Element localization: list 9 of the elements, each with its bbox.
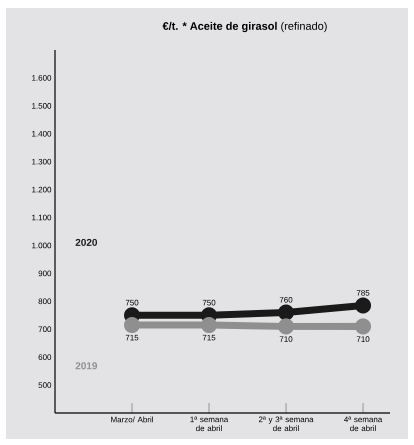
point [355, 318, 372, 334]
chart-title: €/t. * Aceite de girasol (refinado) [162, 22, 327, 32]
point [201, 317, 218, 334]
point [278, 304, 294, 320]
point [355, 297, 372, 314]
text: 2019 [76, 362, 98, 370]
text: 2020 [76, 238, 98, 246]
point [124, 317, 140, 334]
point [278, 318, 294, 334]
